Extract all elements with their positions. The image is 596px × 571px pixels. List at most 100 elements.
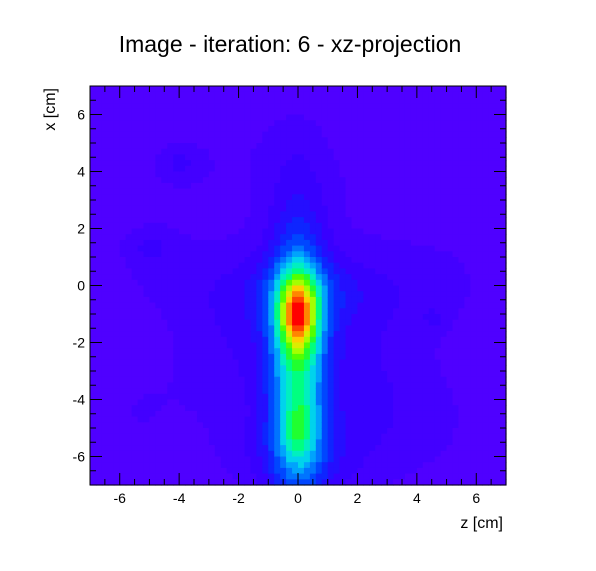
heatmap-cell — [434, 479, 442, 486]
heatmap-cell — [268, 353, 275, 361]
heatmap-cell — [298, 325, 305, 332]
heatmap-cell — [404, 376, 412, 383]
heatmap-cell — [262, 336, 269, 344]
heatmap-cell — [351, 165, 359, 173]
heatmap-cell — [250, 268, 257, 275]
heatmap-cell — [446, 228, 454, 235]
heatmap-cell — [149, 262, 156, 269]
heatmap-cell — [250, 456, 257, 463]
heatmap-cell — [202, 211, 210, 218]
heatmap-cell — [250, 245, 257, 252]
heatmap-cell — [107, 217, 115, 224]
heatmap-cell — [179, 388, 186, 395]
heatmap-cell — [410, 359, 418, 366]
heatmap-cell — [470, 182, 477, 190]
heatmap-cell — [327, 274, 335, 281]
heatmap-cell — [381, 467, 388, 475]
heatmap-cell — [196, 342, 204, 349]
heatmap-cell — [422, 342, 430, 349]
heatmap-cell — [280, 388, 287, 395]
heatmap-cell — [161, 428, 168, 435]
heatmap-cell — [410, 467, 418, 475]
heatmap-cell — [125, 416, 133, 423]
heatmap-cell — [244, 359, 252, 366]
heatmap-cell — [185, 194, 192, 201]
heatmap-cell — [416, 342, 424, 349]
heatmap-cell — [410, 428, 418, 435]
heatmap-cell — [303, 222, 311, 230]
heatmap-cell — [404, 234, 412, 241]
heatmap-cell — [298, 331, 305, 338]
heatmap-cell — [464, 365, 471, 372]
heatmap-cell — [470, 388, 477, 395]
heatmap-cell — [298, 314, 305, 321]
heatmap-cell — [422, 211, 430, 218]
heatmap-cell — [470, 268, 477, 275]
heatmap-cell — [262, 467, 269, 475]
heatmap-cell — [149, 319, 156, 326]
heatmap-cell — [494, 422, 501, 429]
heatmap-cell — [196, 399, 204, 406]
heatmap-cell — [185, 467, 192, 475]
heatmap-cell — [268, 160, 275, 167]
heatmap-cell — [387, 114, 394, 121]
heatmap-cell — [446, 194, 454, 201]
heatmap-cell — [452, 388, 460, 395]
heatmap-cell — [303, 268, 311, 275]
heatmap-cell — [95, 319, 103, 326]
heatmap-cell — [399, 388, 406, 395]
heatmap-cell — [101, 314, 109, 321]
heatmap-cell — [214, 422, 222, 429]
heatmap-cell — [214, 296, 222, 304]
heatmap-cell — [196, 331, 204, 338]
heatmap-cell — [399, 405, 406, 412]
heatmap-cell — [482, 222, 489, 230]
heatmap-cell — [226, 456, 234, 463]
heatmap-cell — [244, 285, 252, 292]
heatmap-cell — [101, 285, 109, 292]
heatmap-cell — [452, 314, 460, 321]
heatmap-cell — [191, 399, 198, 406]
heatmap-cell — [410, 262, 418, 269]
heatmap-cell — [357, 302, 364, 309]
heatmap-cell — [333, 274, 341, 281]
heatmap-cell — [500, 217, 507, 224]
heatmap-cell — [238, 194, 246, 201]
heatmap-cell — [488, 325, 495, 332]
heatmap-cell — [476, 177, 483, 184]
heatmap-cell — [476, 262, 483, 269]
heatmap-cell — [369, 268, 376, 275]
heatmap-cell — [458, 467, 465, 475]
heatmap-cell — [482, 182, 489, 190]
heatmap-cell — [232, 450, 240, 458]
heatmap-cell — [280, 291, 287, 298]
heatmap-cell — [119, 239, 127, 247]
heatmap-cell — [238, 120, 246, 127]
heatmap-cell — [262, 148, 269, 155]
heatmap-cell — [286, 211, 293, 218]
heatmap-cell — [375, 308, 382, 315]
heatmap-cell — [161, 416, 168, 423]
heatmap-cell — [214, 285, 222, 292]
heatmap-cell — [416, 308, 424, 315]
heatmap-cell — [452, 382, 460, 389]
heatmap-cell — [143, 359, 151, 366]
heatmap-cell — [208, 456, 216, 463]
heatmap-cell — [315, 108, 323, 116]
heatmap-cell — [220, 188, 228, 195]
heatmap-cell — [298, 462, 305, 469]
heatmap-cell — [95, 137, 103, 144]
heatmap-cell — [226, 165, 234, 173]
heatmap-cell — [500, 108, 507, 116]
heatmap-cell — [494, 302, 501, 309]
heatmap-cell — [125, 399, 133, 406]
heatmap-cell — [131, 371, 139, 378]
heatmap-cell — [494, 228, 501, 235]
heatmap-cell — [452, 428, 460, 435]
heatmap-cell — [101, 257, 109, 264]
heatmap-cell — [399, 194, 406, 201]
heatmap-cell — [363, 416, 370, 423]
heatmap-cell — [404, 410, 412, 418]
heatmap-cell — [155, 422, 162, 429]
heatmap-cell — [333, 428, 341, 435]
